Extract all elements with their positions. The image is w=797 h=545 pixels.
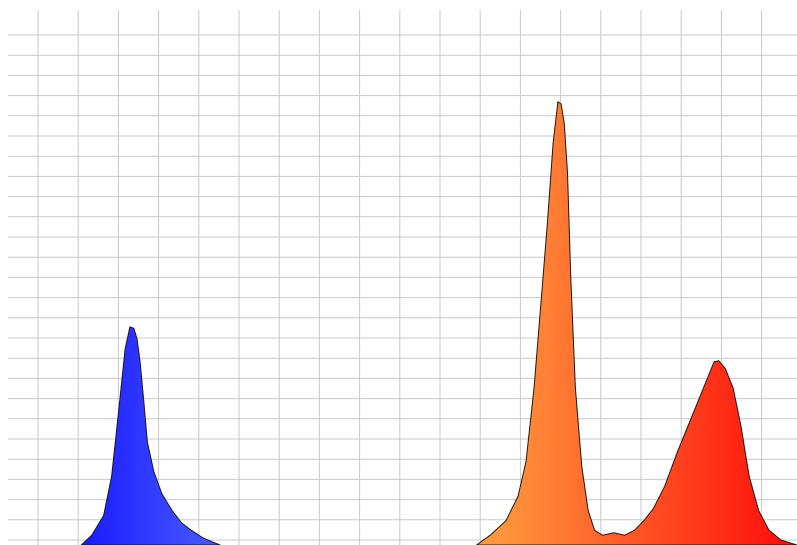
series-area-2 — [476, 101, 797, 545]
plot-area — [80, 101, 797, 545]
series-area-1 — [80, 326, 221, 545]
